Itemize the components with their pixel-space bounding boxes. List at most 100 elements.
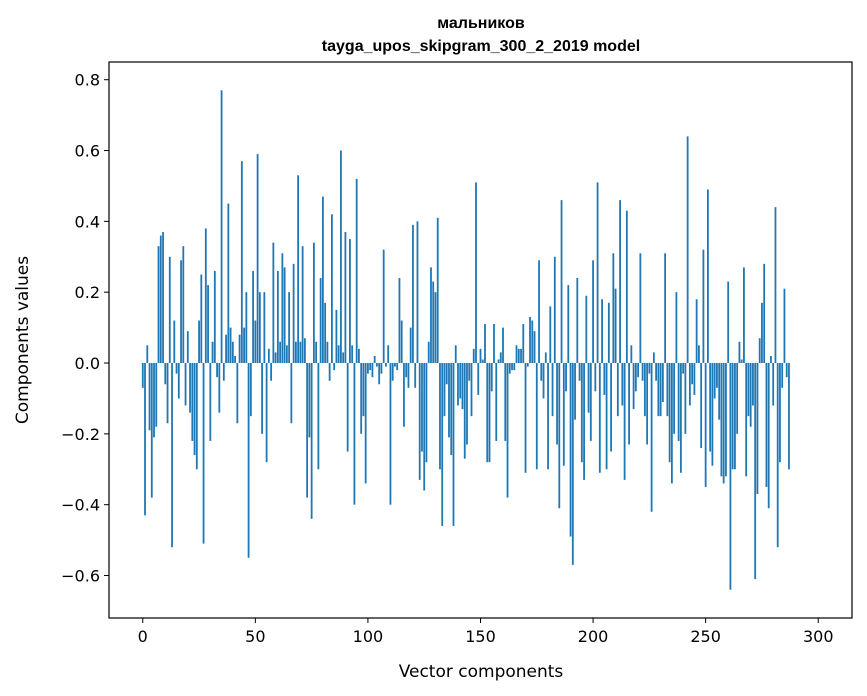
bar-121 bbox=[414, 363, 417, 388]
bar-229 bbox=[657, 363, 660, 417]
bar-256 bbox=[718, 363, 721, 420]
bar-232 bbox=[664, 253, 667, 364]
bar-226 bbox=[650, 363, 653, 512]
bar-23 bbox=[193, 363, 196, 456]
bar-67 bbox=[292, 263, 295, 364]
bar-14 bbox=[173, 320, 176, 364]
bar-286 bbox=[785, 363, 788, 378]
bar-184 bbox=[556, 363, 558, 445]
bar-6 bbox=[155, 363, 158, 427]
bar-126 bbox=[425, 363, 428, 463]
bar-285 bbox=[783, 288, 786, 364]
bar-248 bbox=[700, 363, 703, 449]
bar-214 bbox=[623, 363, 626, 480]
bar-238 bbox=[677, 363, 680, 441]
bar-62 bbox=[281, 253, 284, 364]
bar-1 bbox=[144, 363, 146, 516]
bar-134 bbox=[443, 363, 446, 417]
bar-268 bbox=[745, 363, 748, 477]
bar-122 bbox=[416, 221, 419, 364]
bar-180 bbox=[547, 363, 549, 470]
bar-82 bbox=[326, 341, 329, 364]
bar-249 bbox=[702, 249, 705, 364]
bar-201 bbox=[594, 363, 597, 392]
bar-144 bbox=[466, 363, 468, 445]
bar-266 bbox=[740, 359, 743, 364]
bar-217 bbox=[630, 345, 633, 364]
y-tick-label: 0.0 bbox=[75, 354, 100, 373]
bar-181 bbox=[549, 306, 552, 364]
bar-142 bbox=[461, 363, 464, 410]
bar-76 bbox=[312, 242, 315, 364]
bar-38 bbox=[227, 203, 230, 364]
bar-271 bbox=[752, 363, 754, 406]
bar-247 bbox=[698, 345, 700, 364]
bar-57 bbox=[270, 363, 273, 381]
bar-265 bbox=[738, 341, 741, 364]
bar-105 bbox=[378, 363, 381, 385]
bar-169 bbox=[522, 324, 525, 364]
bar-194 bbox=[578, 363, 581, 381]
bar-166 bbox=[515, 345, 518, 364]
bar-51 bbox=[256, 154, 259, 364]
bar-185 bbox=[558, 363, 561, 509]
bar-141 bbox=[459, 363, 462, 399]
bar-63 bbox=[283, 267, 286, 364]
bar-211 bbox=[616, 363, 619, 417]
bar-160 bbox=[502, 327, 504, 364]
bar-147 bbox=[472, 348, 475, 364]
bar-208 bbox=[610, 363, 612, 452]
bar-255 bbox=[716, 363, 718, 388]
bar-254 bbox=[713, 363, 716, 399]
bar-70 bbox=[299, 341, 302, 364]
bar-260 bbox=[727, 281, 730, 364]
bar-26 bbox=[200, 274, 203, 364]
bar-278 bbox=[767, 363, 770, 509]
bar-131 bbox=[436, 217, 439, 364]
bar-258 bbox=[722, 363, 725, 484]
x-tick-label: 200 bbox=[578, 627, 609, 646]
bar-73 bbox=[306, 363, 309, 498]
bar-237 bbox=[675, 292, 678, 364]
bar-231 bbox=[661, 363, 664, 402]
bar-85 bbox=[333, 363, 336, 371]
bar-130 bbox=[434, 292, 437, 364]
bar-173 bbox=[531, 320, 534, 364]
bar-143 bbox=[463, 363, 466, 459]
bar-20 bbox=[186, 331, 189, 364]
bar-210 bbox=[614, 288, 617, 364]
bar-72 bbox=[303, 338, 306, 364]
y-axis-label: Components values bbox=[13, 256, 33, 424]
bar-9 bbox=[162, 231, 164, 364]
bar-93 bbox=[351, 345, 354, 364]
bar-170 bbox=[524, 363, 527, 473]
bar-91 bbox=[346, 363, 349, 452]
bar-150 bbox=[479, 348, 482, 364]
bar-215 bbox=[625, 210, 628, 364]
bar-243 bbox=[688, 363, 691, 406]
bar-80 bbox=[321, 196, 324, 364]
y-tick-label: −0.2 bbox=[61, 425, 100, 444]
bar-110 bbox=[389, 363, 392, 505]
bar-69 bbox=[297, 175, 300, 364]
bar-279 bbox=[770, 355, 772, 364]
bar-165 bbox=[513, 363, 516, 371]
bar-40 bbox=[231, 341, 234, 364]
bar-46 bbox=[245, 292, 248, 364]
bar-135 bbox=[445, 363, 448, 385]
bar-34 bbox=[218, 363, 221, 413]
bar-163 bbox=[508, 363, 511, 374]
bar-7 bbox=[157, 246, 160, 364]
bar-253 bbox=[711, 363, 714, 466]
bar-75 bbox=[310, 363, 313, 519]
bar-100 bbox=[367, 363, 369, 374]
bar-263 bbox=[734, 363, 736, 470]
bar-21 bbox=[189, 363, 191, 413]
bar-284 bbox=[781, 363, 784, 388]
bar-281 bbox=[774, 207, 777, 364]
bar-252 bbox=[709, 363, 712, 452]
bar-164 bbox=[511, 363, 513, 371]
bar-176 bbox=[538, 260, 540, 364]
bar-197 bbox=[585, 295, 588, 364]
bar-190 bbox=[569, 363, 572, 537]
